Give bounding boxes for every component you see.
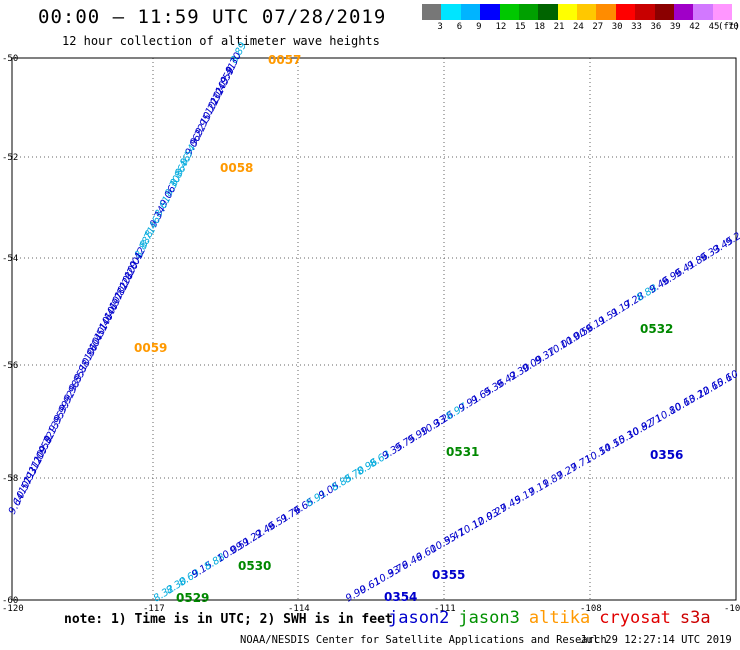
- legend-swatch-6: [538, 4, 558, 20]
- pass-time-label: 0531: [446, 445, 479, 459]
- track-a: 8.899.309.4110.5310.4310.3210.229.959.22…: [7, 41, 301, 517]
- swh-value: 10: [724, 369, 740, 385]
- pass-time-label: 0355: [432, 568, 465, 582]
- color-legend: 3 6 9 12 15 18 21 24 27 30 33 36 39 42 45 70 (ft): [422, 4, 740, 34]
- legend-label: 15: [514, 22, 526, 32]
- lat-label: -52: [2, 153, 18, 163]
- legend-swatch-10: [615, 4, 636, 20]
- legend-label: 39: [669, 22, 681, 32]
- pass-time-label: 0059: [134, 341, 167, 355]
- legend-labels: 3 6 9 12 15 18 21 24 27 30 33 36 39 42 45 70 (ft): [422, 20, 739, 34]
- legend-swatch-15: [712, 4, 732, 20]
- satellite-altika: altika: [528, 608, 591, 628]
- map-grid: [12, 58, 736, 600]
- map-frame: [11, 57, 737, 601]
- legend-swatch-13: [673, 4, 694, 20]
- pass-time-label: 0530: [238, 559, 271, 573]
- satellite-legend: jason2 jason3 altika cryosat s3a: [388, 608, 720, 628]
- legend-label: 36: [650, 22, 662, 32]
- legend-swatch-7: [557, 4, 577, 20]
- lon-label: -108: [580, 604, 602, 614]
- map-title: 00:00 – 11:59 UTC 07/28/2019: [38, 6, 387, 28]
- satellite-jason3: jason3: [458, 608, 520, 628]
- axis-labels: -50 -52 -54 -56 -58 -60-120 -117 -114 -111 -108 -1…: [2, 54, 740, 614]
- legend-swatch-12: [654, 4, 674, 20]
- credit-text: NOAA/NESDIS Center for Satellite Applica…: [240, 634, 607, 646]
- lat-label: -56: [2, 361, 18, 371]
- map-subtitle: 12 hour collection of altimeter wave hei…: [62, 34, 380, 48]
- legend-label: 18: [534, 22, 546, 32]
- legend-label: 24: [573, 22, 584, 32]
- legend-label: 12: [495, 22, 507, 32]
- legend-swatch-4: [499, 4, 519, 20]
- legend-label: 3: [437, 22, 443, 32]
- generated-timestamp: Jul 29 12:27:14 UTC 2019: [580, 634, 732, 646]
- legend-label: 30: [611, 22, 623, 32]
- legend-swatch-11: [635, 4, 655, 20]
- legend-swatch-3: [480, 4, 500, 20]
- track-c: 9.909.6110.339.769.469.6010.559.4710.121…: [344, 369, 740, 605]
- lon-label: -117: [143, 604, 165, 614]
- lat-label: -50: [2, 54, 18, 64]
- note-text: note: 1) Time is in UTC; 2) SWH is in fe…: [64, 612, 393, 627]
- legend-swatch-14: [693, 4, 713, 20]
- legend-label: 27: [592, 22, 604, 32]
- pass-time-label: 0529: [176, 591, 209, 605]
- pass-time-label: 0057: [268, 53, 301, 67]
- legend-label: 33: [631, 22, 642, 32]
- legend-label: 6: [456, 22, 463, 32]
- satellite-s3a: s3a: [679, 608, 711, 628]
- lat-label: -60: [2, 596, 18, 606]
- legend-label: 70: [728, 22, 739, 32]
- pass-time-label: 0354: [384, 590, 417, 604]
- lon-label: -111: [434, 604, 456, 614]
- satellite-jason2: jason2: [388, 608, 450, 628]
- swh-value: 9.64: [7, 492, 27, 517]
- pass-time-label: 0532: [640, 322, 673, 336]
- lat-label: -58: [2, 474, 18, 484]
- satellite-cryosat: cryosat: [599, 608, 671, 628]
- pass-time-label: 0058: [220, 161, 253, 175]
- legend-swatch-2: [460, 4, 481, 20]
- lon-label: -120: [2, 604, 24, 614]
- pass-time-label: 0356: [650, 448, 683, 462]
- lon-label: -105: [724, 604, 740, 614]
- legend-label: 45: [708, 22, 720, 32]
- legend-label: 9: [476, 22, 482, 32]
- lat-label: -54: [2, 254, 18, 264]
- legend-swatch-1: [441, 4, 461, 20]
- legend-swatch-0: [422, 4, 442, 20]
- legend-label: 21: [553, 22, 565, 32]
- legend-swatches: [422, 4, 732, 20]
- legend-label: 42: [689, 22, 701, 32]
- lon-label: -114: [288, 604, 310, 614]
- legend-swatch-5: [518, 4, 539, 20]
- legend-swatch-9: [596, 4, 616, 20]
- legend-label: (ft): [718, 22, 740, 32]
- legend-swatch-8: [577, 4, 597, 20]
